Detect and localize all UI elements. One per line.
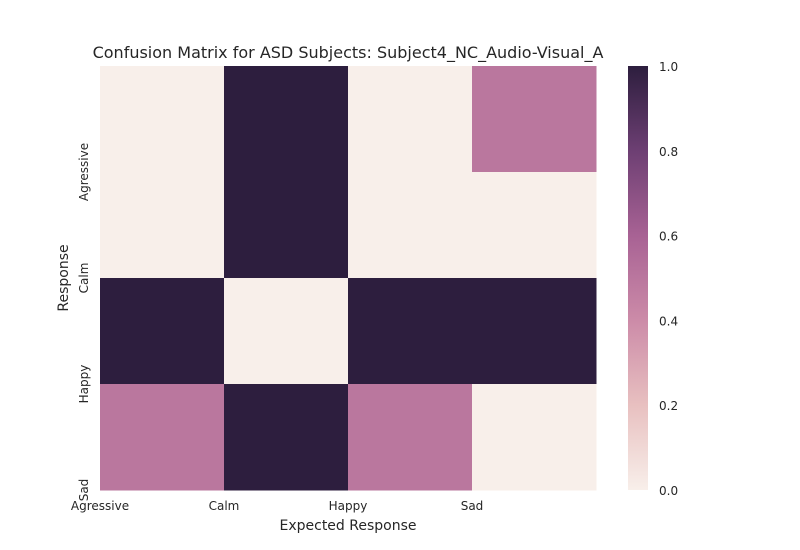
heatmap-cell-r0-c2 [348, 66, 473, 173]
colorbar-tick-label: 0.6 [659, 230, 678, 244]
x-tick-label: Calm [209, 499, 240, 513]
y-axis-label: Response [56, 244, 72, 311]
heatmap-cell-r1-c3 [472, 172, 597, 279]
heatmap-cell-r1-c2 [348, 172, 473, 279]
heatmap-cell-r3-c2 [348, 384, 473, 491]
heatmap-cell-r0-c3 [472, 66, 597, 173]
heatmap-cell-r2-c2 [348, 278, 473, 385]
heatmap-cell-r1-c0 [100, 172, 225, 279]
colorbar [628, 66, 648, 490]
heatmap-cell-r3-c3 [472, 384, 597, 491]
x-tick-label: Happy [329, 499, 368, 513]
colorbar-tick-label: 0.0 [659, 484, 678, 498]
colorbar-tick-label: 0.8 [659, 145, 678, 159]
y-tick-label: Happy [77, 365, 91, 404]
x-tick-label: Agressive [71, 499, 129, 513]
heatmap-cell-r3-c0 [100, 384, 225, 491]
y-tick-label: Sad [77, 479, 91, 502]
heatmap-cell-r2-c3 [472, 278, 597, 385]
x-axis-label: Expected Response [279, 518, 416, 534]
y-tick-label: Agressive [77, 143, 91, 201]
x-tick-labels: Agressive Calm Happy Sad [71, 499, 483, 513]
heatmap-cells [100, 66, 597, 491]
colorbar-tick-labels: 0.0 0.2 0.4 0.6 0.8 1.0 [659, 60, 678, 498]
heatmap-cell-r2-c0 [100, 278, 225, 385]
colorbar-tick-label: 0.2 [659, 399, 678, 413]
heatmap-cell-r0-c1 [224, 66, 349, 173]
heatmap-cell-r1-c1 [224, 172, 349, 279]
heatmap-cell-r0-c0 [100, 66, 225, 173]
colorbar-tick-label: 1.0 [659, 60, 678, 74]
chart-title: Confusion Matrix for ASD Subjects: Subje… [93, 43, 604, 63]
x-tick-label: Sad [461, 499, 484, 513]
colorbar-tick-label: 0.4 [659, 314, 678, 328]
heatmap-cell-r2-c1 [224, 278, 349, 385]
y-tick-label: Calm [77, 263, 91, 294]
y-tick-labels: Agressive Calm Happy Sad [77, 143, 91, 501]
heatmap-cell-r3-c1 [224, 384, 349, 491]
